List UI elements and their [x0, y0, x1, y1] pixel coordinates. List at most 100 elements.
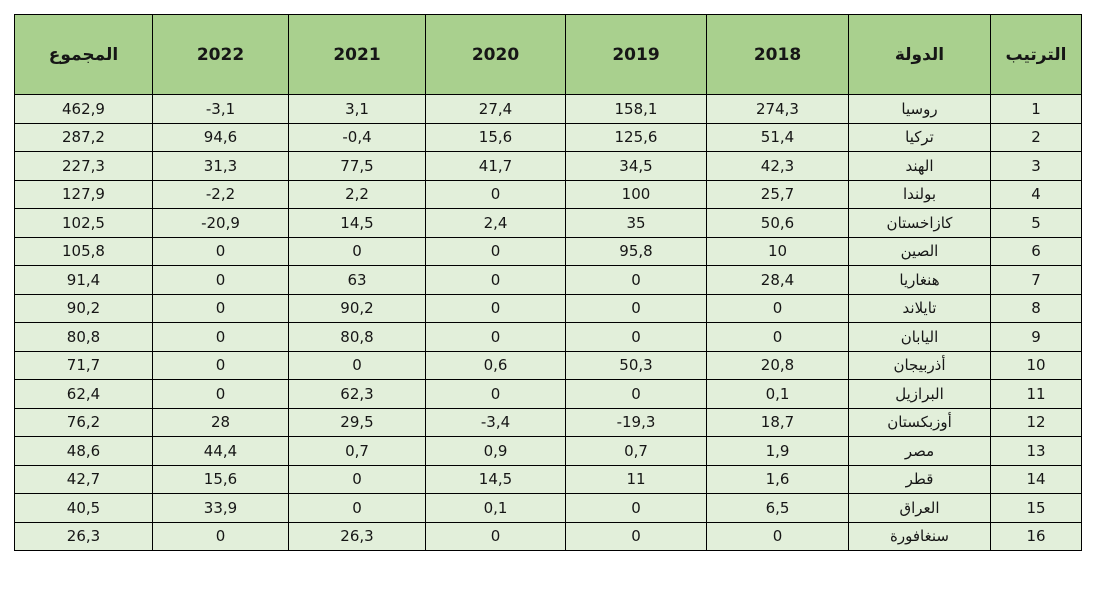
column-header-2018: 2018: [706, 14, 849, 95]
value-cell-2021: 0: [288, 493, 426, 523]
value-cell-2019: 0,7: [565, 436, 707, 466]
country-cell: بولندا: [848, 179, 991, 209]
value-cell-2018: 10: [706, 236, 849, 266]
value-cell-2018: 18,7: [706, 407, 849, 437]
value-cell-2020: 0,6: [425, 350, 566, 380]
value-cell-2019: 95,8: [565, 236, 707, 266]
total-cell: 462,9: [14, 94, 153, 124]
value-cell-2021: 26,3: [288, 521, 426, 551]
value-cell-2021: 29,5: [288, 407, 426, 437]
value-cell-2019: 158,1: [565, 94, 707, 124]
value-cell-2020: 0,9: [425, 436, 566, 466]
table-row: 10 أذربيجان 20,8 50,3 0,6 0 0 71,7: [14, 350, 1082, 380]
total-cell: 71,7: [14, 350, 153, 380]
column-header-2019: 2019: [565, 14, 707, 95]
value-cell-2019: 0: [565, 265, 707, 295]
country-cell: مصر: [848, 436, 991, 466]
value-cell-2020: 0: [425, 379, 566, 409]
value-cell-2022: 31,3: [152, 151, 289, 181]
table-row: 14 قطر 1,6 11 14,5 0 15,6 42,7: [14, 464, 1082, 494]
value-cell-2021: 0: [288, 236, 426, 266]
value-cell-2020: 0: [425, 179, 566, 209]
total-cell: 42,7: [14, 464, 153, 494]
value-cell-2019: 50,3: [565, 350, 707, 380]
total-cell: 287,2: [14, 122, 153, 152]
country-cell: روسيا: [848, 94, 991, 124]
rank-cell: 2: [990, 122, 1082, 152]
total-cell: 102,5: [14, 208, 153, 238]
table-row: 1 روسيا 274,3 158,1 27,4 3,1 -3,1 462,9: [14, 94, 1082, 124]
country-cell: العراق: [848, 493, 991, 523]
table-row: 9 اليابان 0 0 0 80,8 0 80,8: [14, 322, 1082, 352]
value-cell-2018: 1,9: [706, 436, 849, 466]
value-cell-2018: 51,4: [706, 122, 849, 152]
value-cell-2019: 125,6: [565, 122, 707, 152]
value-cell-2020: 0: [425, 265, 566, 295]
value-cell-2020: 0: [425, 322, 566, 352]
value-cell-2022: 0: [152, 521, 289, 551]
rank-cell: 11: [990, 379, 1082, 409]
value-cell-2018: 20,8: [706, 350, 849, 380]
rank-cell: 13: [990, 436, 1082, 466]
value-cell-2021: 90,2: [288, 293, 426, 323]
table-row: 5 كازاخستان 50,6 35 2,4 14,5 -20,9 102,5: [14, 208, 1082, 238]
value-cell-2019: 11: [565, 464, 707, 494]
value-cell-2019: 35: [565, 208, 707, 238]
document-page: الترتيب الدولة 2018 2019 2020 2021 2022 …: [14, 14, 1082, 551]
column-header-rank: الترتيب: [990, 14, 1082, 95]
total-cell: 227,3: [14, 151, 153, 181]
value-cell-2020: 0: [425, 293, 566, 323]
value-cell-2022: 0: [152, 236, 289, 266]
table-row: 4 بولندا 25,7 100 0 2,2 -2,2 127,9: [14, 179, 1082, 209]
column-header-2021: 2021: [288, 14, 426, 95]
value-cell-2021: 77,5: [288, 151, 426, 181]
value-cell-2021: -0,4: [288, 122, 426, 152]
value-cell-2018: 42,3: [706, 151, 849, 181]
table-row: 13 مصر 1,9 0,7 0,9 0,7 44,4 48,6: [14, 436, 1082, 466]
value-cell-2022: 0: [152, 322, 289, 352]
country-cell: اليابان: [848, 322, 991, 352]
value-cell-2022: 28: [152, 407, 289, 437]
value-cell-2018: 274,3: [706, 94, 849, 124]
value-cell-2019: 0: [565, 322, 707, 352]
total-cell: 90,2: [14, 293, 153, 323]
value-cell-2022: 44,4: [152, 436, 289, 466]
value-cell-2018: 0: [706, 322, 849, 352]
value-cell-2020: 0: [425, 236, 566, 266]
value-cell-2021: 63: [288, 265, 426, 295]
country-cell: أذربيجان: [848, 350, 991, 380]
country-cell: سنغافورة: [848, 521, 991, 551]
country-cell: قطر: [848, 464, 991, 494]
total-cell: 26,3: [14, 521, 153, 551]
table-header-row: الترتيب الدولة 2018 2019 2020 2021 2022 …: [14, 14, 1082, 95]
total-cell: 40,5: [14, 493, 153, 523]
total-cell: 48,6: [14, 436, 153, 466]
value-cell-2019: 0: [565, 521, 707, 551]
column-header-total: المجموع: [14, 14, 153, 95]
value-cell-2022: 0: [152, 293, 289, 323]
country-cell: البرازيل: [848, 379, 991, 409]
country-cell: هنغاريا: [848, 265, 991, 295]
rank-cell: 9: [990, 322, 1082, 352]
value-cell-2020: -3,4: [425, 407, 566, 437]
value-cell-2020: 27,4: [425, 94, 566, 124]
value-cell-2022: 0: [152, 350, 289, 380]
rank-cell: 1: [990, 94, 1082, 124]
rank-cell: 7: [990, 265, 1082, 295]
value-cell-2018: 50,6: [706, 208, 849, 238]
value-cell-2018: 25,7: [706, 179, 849, 209]
country-cell: تركيا: [848, 122, 991, 152]
total-cell: 105,8: [14, 236, 153, 266]
rank-cell: 14: [990, 464, 1082, 494]
rank-cell: 15: [990, 493, 1082, 523]
rank-cell: 16: [990, 521, 1082, 551]
country-cell: الهند: [848, 151, 991, 181]
value-cell-2020: 15,6: [425, 122, 566, 152]
total-cell: 80,8: [14, 322, 153, 352]
value-cell-2022: -20,9: [152, 208, 289, 238]
value-cell-2018: 0,1: [706, 379, 849, 409]
table-row: 8 تايلاند 0 0 0 90,2 0 90,2: [14, 293, 1082, 323]
table-row: 16 سنغافورة 0 0 0 26,3 0 26,3: [14, 521, 1082, 551]
table-row: 11 البرازيل 0,1 0 0 62,3 0 62,4: [14, 379, 1082, 409]
value-cell-2018: 6,5: [706, 493, 849, 523]
